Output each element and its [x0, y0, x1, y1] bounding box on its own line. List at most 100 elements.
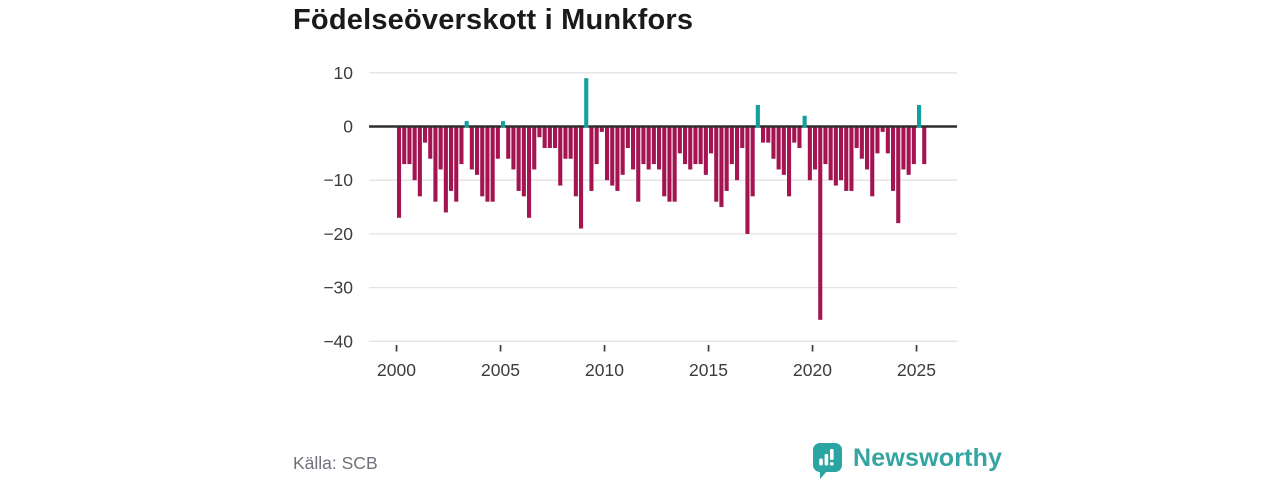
- bar-q65: [729, 126, 734, 165]
- birth-surplus-bar-chart: 10 0 −10 −20 −30 −40 2000 2005 2010 2015 2020 2025: [323, 63, 957, 380]
- y-tick-label: 10: [334, 63, 354, 83]
- x-tick-mark: [811, 345, 814, 352]
- bar-q64: [724, 126, 729, 191]
- bar-q66: [735, 126, 740, 181]
- bar-q99: [906, 126, 911, 175]
- bar-q29: [542, 126, 547, 148]
- bar-q73: [771, 126, 776, 159]
- x-tick-label: 2020: [793, 360, 832, 380]
- x-tick-mark: [603, 345, 606, 352]
- bar-q8: [433, 126, 438, 202]
- bar-q23: [511, 126, 516, 170]
- bar-q96: [891, 126, 896, 191]
- bar-q9: [438, 126, 443, 170]
- newsworthy-logo: Newsworthy: [812, 442, 1002, 480]
- bar-q52: [662, 126, 667, 197]
- bar-q80: [807, 126, 812, 181]
- x-tick-mark: [707, 345, 710, 352]
- bar-q45: [625, 126, 630, 148]
- chart-title: Födelseöverskott i Munkfors: [293, 4, 694, 36]
- bar-q70: [755, 105, 760, 128]
- bar-q36: [579, 126, 584, 229]
- bar-q3: [407, 126, 412, 165]
- bar-q91: [865, 126, 870, 170]
- bar-q74: [776, 126, 781, 170]
- bar-q25: [521, 126, 526, 197]
- bar-q13: [459, 126, 464, 165]
- bar-q71: [761, 126, 766, 143]
- y-tick-label: −10: [323, 170, 353, 190]
- bar-q75: [781, 126, 786, 175]
- bar-q87: [844, 126, 849, 191]
- x-tick-label: 2015: [689, 360, 728, 380]
- bar-q20: [495, 126, 500, 159]
- bar-q83: [823, 126, 828, 165]
- bar-q93: [875, 126, 880, 154]
- bar-q86: [839, 126, 844, 181]
- bar-q81: [813, 126, 818, 170]
- bar-q28: [537, 126, 542, 138]
- y-tick-label: 0: [343, 117, 353, 137]
- bar-q76: [787, 126, 792, 197]
- bar-q17: [480, 126, 485, 197]
- bar-q82: [818, 126, 823, 320]
- bar-q30: [547, 126, 552, 148]
- bar-q77: [792, 126, 797, 143]
- bar-q6: [423, 126, 428, 143]
- bar-q51: [657, 126, 662, 170]
- y-tick-label: −20: [323, 224, 353, 244]
- bar-q78: [797, 126, 802, 148]
- bar-q94: [880, 126, 885, 132]
- bar-q5: [417, 126, 422, 197]
- y-tick-label: −40: [323, 331, 353, 351]
- bar-q16: [475, 126, 480, 175]
- x-tick-label: 2025: [897, 360, 936, 380]
- bar-q56: [683, 126, 688, 165]
- bar-q32: [558, 126, 563, 186]
- bar-q22: [506, 126, 511, 159]
- bar-q53: [667, 126, 672, 202]
- bar-q100: [911, 126, 916, 165]
- bar-q24: [516, 126, 521, 191]
- bar-q26: [527, 126, 532, 218]
- x-tick-mark: [395, 345, 398, 352]
- bar-q15: [469, 126, 474, 170]
- bar-q11: [449, 126, 454, 191]
- bar-q21: [501, 121, 506, 128]
- bar-q4: [412, 126, 417, 181]
- bar-q101: [917, 105, 922, 128]
- chart-area: 10 0 −10 −20 −30 −40 2000 2005 2010 2015 2020 2025: [290, 50, 980, 390]
- bar-q62: [714, 126, 719, 202]
- x-tick-mark: [915, 345, 918, 352]
- bar-q85: [833, 126, 838, 186]
- bar-q33: [563, 126, 568, 159]
- bar-q60: [703, 126, 708, 175]
- bar-q98: [901, 126, 906, 170]
- bar-q39: [594, 126, 599, 165]
- source-label: Källa: SCB: [293, 453, 378, 473]
- bar-q57: [688, 126, 693, 170]
- bar-q35: [573, 126, 578, 197]
- y-tick-label: −30: [323, 278, 353, 298]
- bar-q50: [651, 126, 656, 165]
- bar-q67: [740, 126, 745, 148]
- x-tick-mark: [499, 345, 502, 352]
- bar-q43: [615, 126, 620, 191]
- bar-q1: [397, 126, 402, 218]
- bar-q89: [854, 126, 859, 148]
- bar-q2: [402, 126, 407, 165]
- bar-q7: [428, 126, 433, 159]
- bar-q12: [454, 126, 459, 202]
- bar-q61: [709, 126, 714, 154]
- x-tick-label: 2005: [481, 360, 520, 380]
- bar-q34: [568, 126, 573, 159]
- bar-q72: [766, 126, 771, 143]
- newsworthy-wordmark: Newsworthy: [853, 444, 1003, 472]
- bar-q58: [693, 126, 698, 165]
- bar-q90: [859, 126, 864, 159]
- bar-q19: [490, 126, 495, 202]
- bar-q97: [896, 126, 901, 224]
- bar-q10: [443, 126, 448, 213]
- bar-q92: [870, 126, 875, 197]
- bar-q18: [485, 126, 490, 202]
